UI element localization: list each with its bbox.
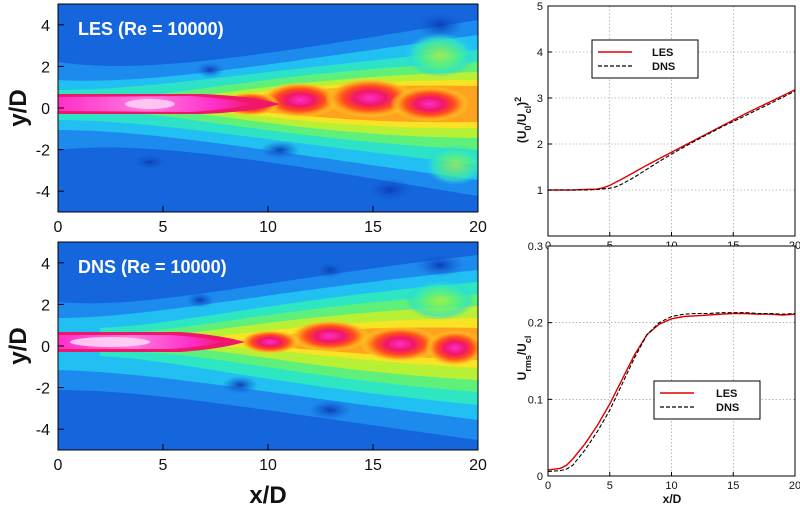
bot-xtick-label: 0 xyxy=(545,480,551,492)
contour-xlabel: x/D xyxy=(249,482,286,508)
bot-xtick-label: 5 xyxy=(607,480,613,492)
top-ytick-label: 3 xyxy=(537,93,543,105)
contour-xtick-label: 10 xyxy=(259,219,277,236)
dns-ylabel: y/D xyxy=(5,327,32,364)
bot-legend-les: LES xyxy=(716,388,737,400)
bot-series-dns xyxy=(547,312,796,472)
dns-panel-title: DNS (Re = 10000) xyxy=(78,257,227,277)
bot-xtick-label: 20 xyxy=(789,480,800,492)
contour-ytick-label: -2 xyxy=(36,381,50,398)
contour-ytick-label: 4 xyxy=(41,18,50,35)
contour-xtick-label: 15 xyxy=(364,457,382,474)
contour-xtick-label: 15 xyxy=(364,219,382,236)
top-series-dns xyxy=(548,90,796,191)
bot-ytick-label: 0.2 xyxy=(528,318,543,330)
top-legend-dns: DNS xyxy=(652,61,675,73)
urms-chart: 0 5 10 15 20 0 0.1 0.2 0.3 LES DNS Urms/Ucl x/D xyxy=(515,241,800,506)
contour-ytick-label: 4 xyxy=(41,256,50,273)
contour-xtick-label: 0 xyxy=(54,219,63,236)
contour-ytick-label: 0 xyxy=(41,101,50,118)
bot-ytick-label: 0 xyxy=(537,471,543,483)
contour-xtick-label: 20 xyxy=(469,219,487,236)
contour-ytick-label: 2 xyxy=(41,59,50,76)
bot-ticks: 0 5 10 15 20 0 0.1 0.2 0.3 xyxy=(528,241,800,492)
bot-legend: LES DNS xyxy=(653,380,761,420)
contour-xtick-label: 10 xyxy=(259,457,277,474)
contour-ytick-label: 2 xyxy=(41,297,50,314)
bot-ylabel: Urms/Ucl xyxy=(515,336,533,381)
bot-xtick-label: 10 xyxy=(665,480,677,492)
contour-xtick-label: 5 xyxy=(159,219,168,236)
bot-series xyxy=(547,312,796,472)
centerline-velocity-chart: 0510152012345 LES DNS (U0/Ucl)2 xyxy=(513,1,800,252)
les-ylabel: y/D xyxy=(5,89,32,126)
top-ytick-label: 1 xyxy=(537,185,543,197)
contour-ytick-label: -2 xyxy=(36,143,50,160)
bot-ytick-label: 0.1 xyxy=(528,394,543,406)
top-ytick-label: 2 xyxy=(537,139,543,151)
top-ytick-label: 4 xyxy=(537,47,543,59)
bot-series-les xyxy=(547,312,796,471)
top-series xyxy=(548,89,796,191)
les-panel-title: LES (Re = 10000) xyxy=(78,19,224,39)
bot-ytick-label: 0.3 xyxy=(528,241,543,253)
top-ylabel: (U0/Ucl)2 xyxy=(513,97,533,143)
contour-ytick-label: -4 xyxy=(36,422,50,439)
bot-xtick-label: 15 xyxy=(727,480,739,492)
dns-contour-plot: DNS (Re = 10000) xyxy=(57,241,479,451)
contour-ytick-label: 0 xyxy=(41,339,50,356)
contour-xtick-label: 20 xyxy=(469,457,487,474)
bot-legend-dns: DNS xyxy=(716,402,739,414)
bot-xlabel: x/D xyxy=(663,492,682,506)
contour-ytick-label: -4 xyxy=(36,184,50,201)
top-legend-les: LES xyxy=(652,47,673,59)
contour-xtick-label: 5 xyxy=(159,457,168,474)
top-ytick-label: 5 xyxy=(537,1,543,13)
contour-xtick-label: 0 xyxy=(54,457,63,474)
les-contour-plot: LES (Re = 10000) xyxy=(57,3,479,213)
top-legend: LES DNS xyxy=(591,39,699,79)
